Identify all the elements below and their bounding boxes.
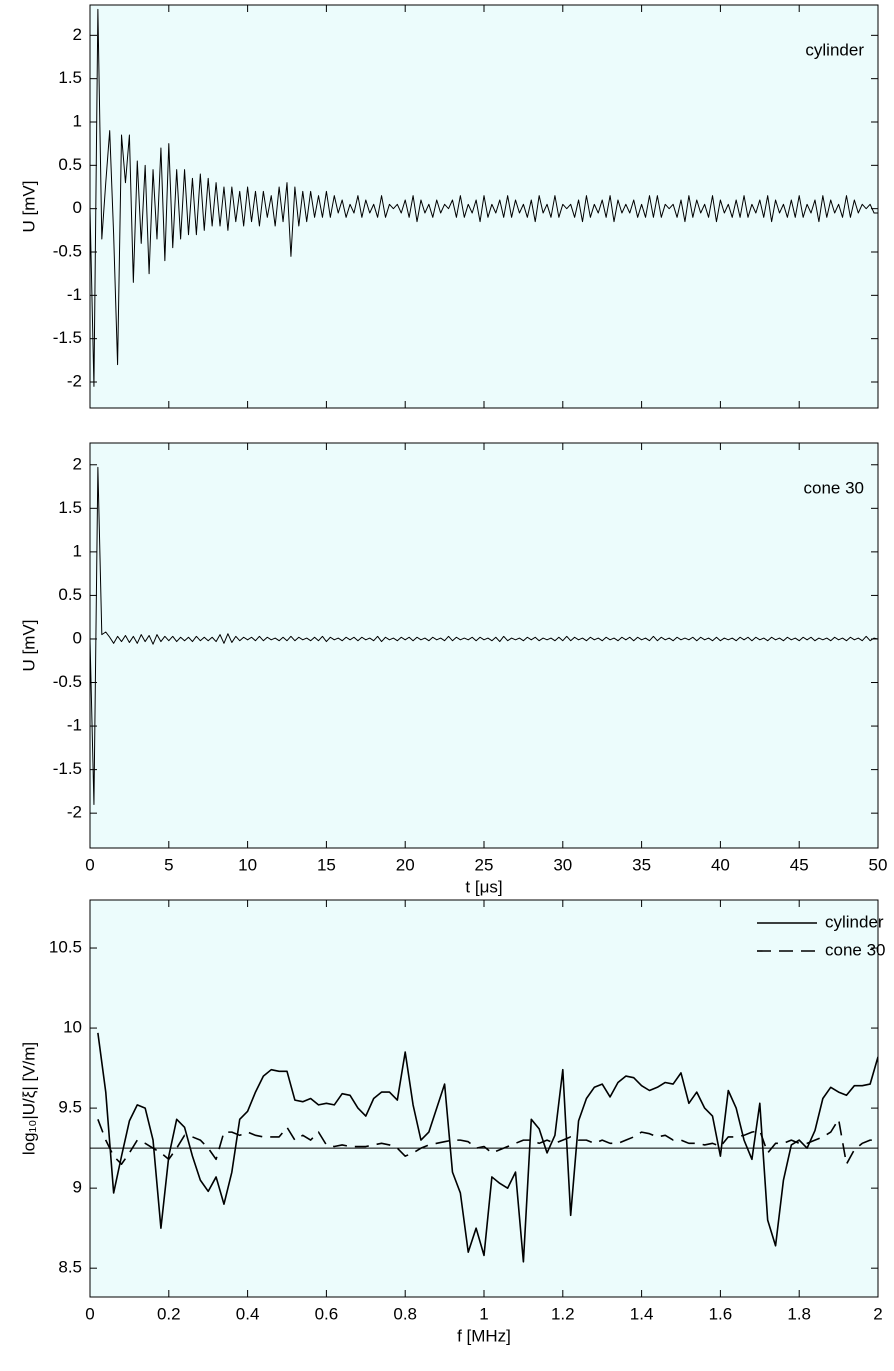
x-tick-label: 0.4 bbox=[236, 1304, 260, 1323]
x-tick-label: 25 bbox=[475, 855, 494, 874]
plot-frame bbox=[89, 442, 879, 849]
y-tick-label: -1 bbox=[67, 716, 82, 735]
legend-label: cone 30 bbox=[825, 940, 886, 959]
y-tick-label: 0.5 bbox=[58, 155, 82, 174]
x-tick-label: 0.6 bbox=[315, 1304, 339, 1323]
x-tick-label: 1.4 bbox=[630, 1304, 654, 1323]
y-tick-label: -2 bbox=[67, 803, 82, 822]
y-axis-label: U [mV] bbox=[19, 620, 38, 672]
y-tick-label: 9.5 bbox=[58, 1098, 82, 1117]
annotation: cone 30 bbox=[804, 478, 865, 497]
data-line bbox=[97, 1032, 878, 1263]
y-tick-label: -1.5 bbox=[53, 759, 82, 778]
x-tick-label: 0 bbox=[85, 1304, 94, 1323]
x-tick-label: 0 bbox=[85, 855, 94, 874]
x-tick-label: 0.8 bbox=[393, 1304, 417, 1323]
x-axis-label: t [μs] bbox=[465, 877, 502, 896]
y-axis-label: log₁₀|U/ξ| [V/m] bbox=[19, 1042, 38, 1155]
y-tick-label: 1 bbox=[73, 541, 82, 560]
y-tick-label: 2 bbox=[73, 454, 82, 473]
x-tick-label: 30 bbox=[553, 855, 572, 874]
y-tick-label: 10 bbox=[63, 1018, 82, 1037]
y-tick-label: 1 bbox=[73, 111, 82, 130]
y-tick-label: -0.5 bbox=[53, 241, 82, 260]
y-tick-label: 1.5 bbox=[58, 68, 82, 87]
plot-frame bbox=[89, 4, 879, 409]
legend-label: cylinder bbox=[825, 912, 884, 931]
annotation: cylinder bbox=[805, 40, 864, 59]
plot-frame bbox=[89, 899, 879, 1298]
x-tick-label: 35 bbox=[632, 855, 651, 874]
y-tick-label: 1.5 bbox=[58, 498, 82, 517]
x-tick-label: 1.6 bbox=[709, 1304, 733, 1323]
plot-background bbox=[90, 5, 878, 408]
x-tick-label: 1.8 bbox=[787, 1304, 811, 1323]
y-tick-label: 8.5 bbox=[58, 1258, 82, 1277]
plot-background bbox=[90, 900, 878, 1297]
plot-background bbox=[90, 443, 878, 848]
y-tick-label: -1 bbox=[67, 285, 82, 304]
x-tick-label: 0.2 bbox=[157, 1304, 181, 1323]
y-tick-label: -1.5 bbox=[53, 328, 82, 347]
y-tick-label: 10.5 bbox=[49, 938, 82, 957]
y-tick-label: -0.5 bbox=[53, 672, 82, 691]
y-axis-label: U [mV] bbox=[19, 181, 38, 233]
x-tick-label: 1.2 bbox=[551, 1304, 575, 1323]
x-tick-label: 2 bbox=[873, 1304, 882, 1323]
x-tick-label: 40 bbox=[711, 855, 730, 874]
y-tick-label: 9 bbox=[73, 1178, 82, 1197]
x-tick-label: 15 bbox=[317, 855, 336, 874]
y-tick-label: 0 bbox=[73, 628, 82, 647]
data-line bbox=[90, 466, 878, 805]
y-tick-label: -2 bbox=[67, 371, 82, 390]
x-tick-label: 50 bbox=[869, 855, 888, 874]
y-tick-label: 0 bbox=[73, 198, 82, 217]
x-axis-label: f [MHz] bbox=[457, 1326, 511, 1345]
x-tick-label: 20 bbox=[396, 855, 415, 874]
x-tick-label: 5 bbox=[164, 855, 173, 874]
x-tick-label: 45 bbox=[790, 855, 809, 874]
data-line bbox=[97, 1118, 878, 1165]
x-tick-label: 10 bbox=[238, 855, 257, 874]
x-tick-label: 1 bbox=[479, 1304, 488, 1323]
y-tick-label: 2 bbox=[73, 25, 82, 44]
data-line bbox=[90, 8, 878, 387]
y-tick-label: 0.5 bbox=[58, 585, 82, 604]
